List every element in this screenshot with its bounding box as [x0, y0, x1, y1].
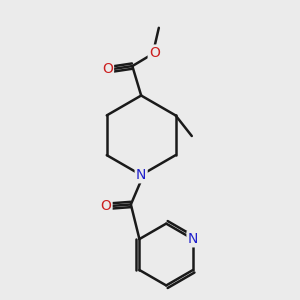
- Text: O: O: [100, 199, 111, 213]
- Text: O: O: [149, 46, 160, 60]
- Text: N: N: [136, 168, 146, 182]
- Text: N: N: [188, 232, 198, 246]
- Text: O: O: [102, 62, 113, 76]
